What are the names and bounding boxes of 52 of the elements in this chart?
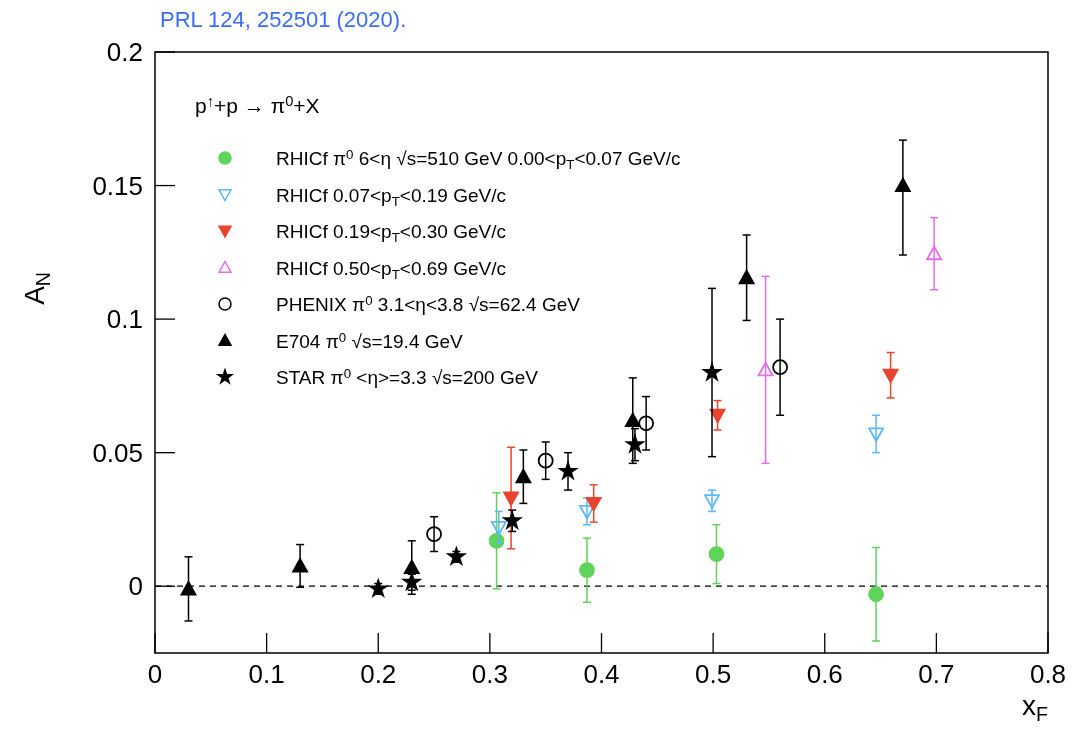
x-tick-label: 0.4 <box>583 659 620 689</box>
legend-label: RHICf 0.07<p$_{T}$<0.19 GeV/c <box>276 184 506 209</box>
legend-label: PHENIX π$^{0}$ 3.1<η<3.8 √s=62.4 GeV <box>276 293 581 315</box>
point <box>624 412 641 428</box>
point <box>515 468 532 484</box>
point <box>709 408 726 424</box>
x-tick-label: 0.5 <box>695 659 732 689</box>
x-tick-label: 0.7 <box>918 659 955 689</box>
x-tick-label: 0.2 <box>360 659 397 689</box>
y-tick-label: 0.2 <box>106 37 143 67</box>
point <box>559 462 577 480</box>
point <box>292 558 309 573</box>
x-tick-label: 0.1 <box>248 659 285 689</box>
point <box>579 504 595 520</box>
point <box>626 435 644 453</box>
point <box>926 245 943 261</box>
legend-label: RHICf 0.19<p$_{T}$<0.30 GeV/c <box>276 221 506 245</box>
legend-title: p$^{↑}$+p → π$^{0}$+X <box>195 93 320 117</box>
x-tick-label: 0.6 <box>806 659 843 689</box>
point <box>772 359 788 376</box>
point <box>894 177 911 193</box>
x-tick-label: 0 <box>147 659 163 689</box>
point <box>704 494 720 509</box>
legend-label: RHICf 0.50<p$_{T}$<0.69 GeV/c <box>276 257 506 282</box>
y-tick-label: 0.05 <box>92 437 143 468</box>
point <box>426 526 442 543</box>
legend-label: RHICf π$^{0}$ 6<η √s=510 GeV 0.00<p$_{T}$<0.07 GeV/c <box>276 147 681 172</box>
text: PRL 124, 252501 (2020). <box>160 7 407 32</box>
x-tick-label: 0.3 <box>471 659 508 689</box>
point <box>403 559 420 575</box>
point <box>757 361 774 377</box>
legend-label: E704 π$^{0}$ √s=19.4 GeV <box>276 329 464 352</box>
legend-label: STAR π$^{0}$ <η>=3.3 √s=200 GeV <box>276 366 539 388</box>
x-axis-title: x$_{F}$ <box>1022 690 1049 725</box>
point <box>703 363 721 381</box>
y-tick-label: 0 <box>128 571 143 602</box>
y-tick-label: 0.1 <box>106 304 143 335</box>
point <box>490 520 507 536</box>
point <box>882 368 899 384</box>
point <box>738 269 755 285</box>
point <box>638 415 655 432</box>
point <box>585 496 602 512</box>
x-tick-label: 0.8 <box>1029 659 1067 689</box>
point <box>579 562 595 579</box>
y-tick-label: 0.15 <box>92 170 143 201</box>
point <box>180 580 197 596</box>
point <box>537 452 554 469</box>
point <box>503 491 519 506</box>
point <box>402 572 421 590</box>
point <box>868 427 884 442</box>
point <box>868 586 884 603</box>
point <box>708 546 725 563</box>
